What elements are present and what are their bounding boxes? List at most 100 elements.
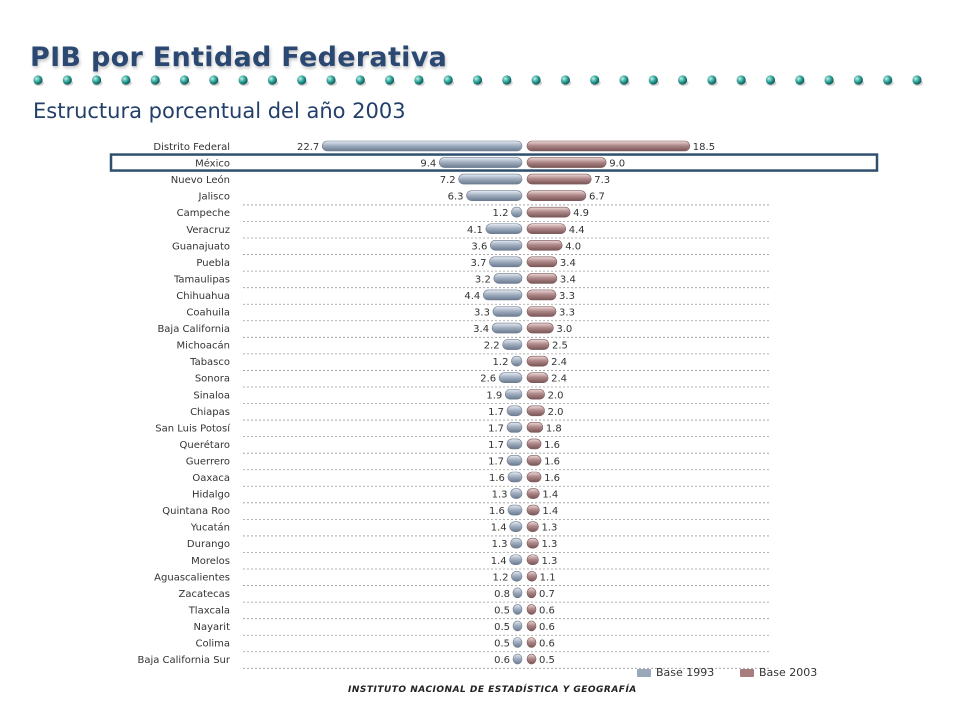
value-label-2003: 2.5	[552, 341, 568, 352]
value-label-1993: 1.2	[493, 357, 509, 368]
decorative-dot	[33, 75, 43, 85]
bar-base-2003	[526, 306, 557, 317]
value-label-2003: 1.6	[544, 473, 560, 484]
bar-base-2003	[526, 273, 558, 284]
bar-base-1993	[458, 173, 523, 185]
institution-footer: INSTITUTO NACIONAL DE ESTADÍSTICA Y GEOG…	[348, 685, 637, 695]
value-label-1993: 1.3	[492, 539, 508, 550]
bar-base-1993	[438, 157, 523, 168]
bar-base-2003	[526, 223, 567, 235]
bar-base-2003	[526, 471, 542, 483]
bar-base-2003	[526, 504, 540, 516]
bar-base-2003	[526, 637, 537, 648]
decorative-dot	[619, 75, 629, 85]
decorative-dot	[121, 75, 131, 85]
chart-subtitle: Estructura porcentual del año 2003	[33, 99, 406, 123]
decorative-dot	[648, 75, 658, 85]
bar-base-2003	[526, 240, 563, 251]
value-label-1993: 4.1	[467, 225, 483, 236]
value-label-2003: 2.4	[551, 357, 567, 368]
value-label-2003: 2.0	[548, 407, 564, 418]
value-label-1993: 1.7	[488, 440, 504, 451]
value-label-2003: 0.6	[539, 605, 555, 616]
legend-label-2003: Base 2003	[759, 666, 818, 679]
value-label-2003: 0.6	[539, 639, 555, 650]
bar-base-1993	[491, 322, 523, 334]
decorative-dot	[414, 75, 424, 85]
bar-base-1993	[512, 587, 523, 599]
bar-base-1993	[512, 653, 523, 665]
category-label: Nuevo León	[171, 174, 230, 186]
bar-base-1993	[512, 604, 523, 615]
decorative-dot	[150, 75, 160, 85]
decorative-dot	[297, 75, 307, 85]
bar-base-1993	[482, 289, 523, 301]
bar-base-1993	[510, 537, 523, 549]
category-label: Veracruz	[186, 225, 230, 236]
bar-base-2003	[526, 455, 542, 466]
value-label-1993: 9.4	[420, 159, 436, 170]
bar-base-1993	[509, 554, 523, 566]
bar-base-1993	[492, 306, 523, 317]
bar-base-2003	[526, 388, 545, 400]
value-label-2003: 1.6	[544, 456, 560, 467]
decorative-dot	[267, 75, 277, 85]
legend-label-1993: Base 1993	[656, 666, 715, 679]
bar-base-1993	[507, 504, 523, 516]
value-label-1993: 2.6	[480, 374, 496, 385]
value-label-2003: 1.3	[541, 556, 557, 567]
decorative-dot	[326, 75, 336, 85]
value-label-1993: 1.9	[486, 390, 502, 401]
bar-base-2003	[526, 190, 587, 201]
value-label-1993: 7.2	[440, 175, 456, 186]
value-label-2003: 2.0	[548, 390, 564, 401]
bar-base-1993	[490, 240, 523, 251]
category-label: Distrito Federal	[153, 142, 230, 153]
decorative-dot	[443, 75, 453, 85]
bar-base-2003	[526, 620, 537, 632]
value-label-2003: 1.6	[544, 440, 560, 451]
value-label-2003: 1.3	[541, 523, 557, 534]
bar-base-2003	[526, 587, 537, 599]
category-label: Nayarit	[194, 622, 231, 633]
bar-base-1993	[493, 273, 523, 284]
value-label-2003: 4.4	[569, 225, 585, 236]
category-label: Chihuahua	[176, 291, 230, 302]
legend-swatch-1993	[637, 669, 651, 677]
value-label-1993: 1.6	[489, 506, 505, 517]
value-label-1993: 0.8	[494, 589, 510, 600]
value-label-1993: 3.7	[471, 258, 487, 269]
category-label: Baja California Sur	[137, 655, 230, 666]
value-label-1993: 1.2	[493, 208, 509, 219]
value-label-2003: 3.4	[560, 274, 576, 285]
bar-base-2003	[526, 570, 537, 582]
category-label: Sonora	[195, 374, 230, 385]
bar-base-1993	[506, 455, 523, 466]
bar-base-1993	[511, 355, 523, 367]
bar-base-2003	[526, 256, 558, 268]
value-label-1993: 3.6	[471, 241, 487, 252]
value-label-1993: 1.3	[492, 490, 508, 501]
value-label-2003: 18.5	[693, 142, 715, 153]
value-label-1993: 3.3	[474, 308, 490, 319]
category-label: Yucatán	[190, 522, 230, 534]
category-label: San Luis Potosí	[155, 422, 231, 434]
value-label-1993: 1.4	[491, 523, 507, 534]
bar-base-2003	[526, 554, 539, 566]
value-label-2003: 3.3	[559, 291, 575, 302]
category-label: Zacatecas	[178, 589, 230, 600]
category-label: Campeche	[177, 208, 230, 219]
decorative-dot	[209, 75, 219, 85]
decorative-dot	[472, 75, 483, 85]
bar-base-2003	[526, 405, 545, 417]
value-label-1993: 6.3	[448, 192, 464, 203]
category-label: Michoacán	[177, 340, 230, 352]
bar-base-2003	[526, 355, 549, 367]
category-label: Aguascalientes	[154, 572, 230, 583]
value-label-1993: 1.7	[488, 407, 504, 418]
bar-base-1993	[509, 521, 523, 532]
bar-base-1993	[321, 140, 523, 152]
bar-base-1993	[466, 190, 523, 201]
value-label-2003: 7.3	[594, 175, 610, 186]
